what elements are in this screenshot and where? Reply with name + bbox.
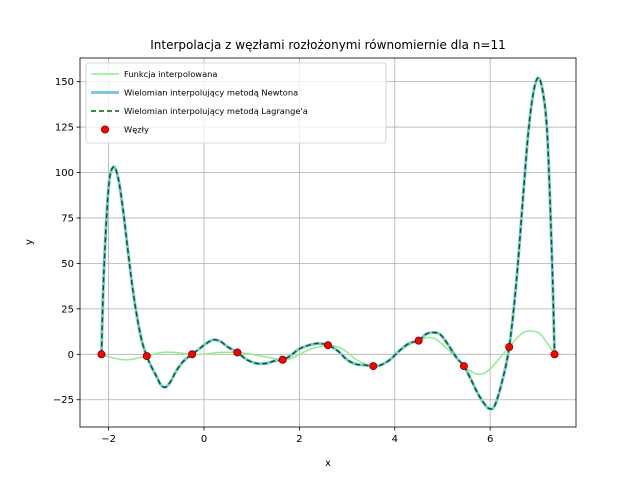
node-marker <box>414 336 423 345</box>
node-marker <box>188 350 197 359</box>
y-tick-label: 25 <box>61 304 74 315</box>
legend-box <box>85 62 387 144</box>
legend-node-marker <box>101 125 110 134</box>
node-marker <box>550 350 559 359</box>
node-marker <box>278 355 287 364</box>
chart-title: Interpolacja z węzłami rozłożonymi równo… <box>150 38 505 52</box>
y-tick-label: −25 <box>53 395 74 406</box>
axis-ticks: −2 0 2 4 6 −25 0 25 50 75 100 125 150 <box>53 77 493 445</box>
legend-label-2: Wielomian interpolujący metodą Newtona <box>124 88 298 98</box>
plot-series <box>99 76 557 411</box>
node-marker <box>505 343 514 352</box>
x-tick-label: 0 <box>201 434 207 445</box>
x-tick-label: 2 <box>296 434 302 445</box>
legend: Funkcja interpolowana Wielomian interpolu… <box>85 62 387 144</box>
y-tick-label: 100 <box>55 168 74 179</box>
y-tick-label: 150 <box>55 77 74 88</box>
x-axis-label: x <box>325 458 331 469</box>
y-tick-label: 50 <box>61 259 74 270</box>
node-marker <box>97 350 106 359</box>
y-axis-label: y <box>24 239 35 245</box>
series-line-1 <box>101 330 556 376</box>
legend-label-nodes: Węzły <box>124 125 149 135</box>
legend-label-3: Wielomian interpolujący metodą Lagrange'… <box>124 106 308 116</box>
series-line-3 <box>100 77 556 410</box>
node-marker <box>459 362 468 371</box>
y-tick-label: 75 <box>61 213 74 224</box>
node-marker <box>142 352 151 361</box>
y-tick-label: 0 <box>68 350 74 361</box>
node-marker <box>369 362 378 371</box>
x-tick-label: −2 <box>101 434 116 445</box>
x-tick-label: 6 <box>487 434 493 445</box>
node-markers <box>97 336 559 371</box>
y-tick-label: 125 <box>55 123 74 134</box>
legend-label-1: Funkcja interpolowana <box>124 69 218 79</box>
plot-area-frame <box>79 57 577 428</box>
node-marker <box>233 348 242 357</box>
x-tick-label: 4 <box>392 434 398 445</box>
node-marker <box>323 341 332 350</box>
